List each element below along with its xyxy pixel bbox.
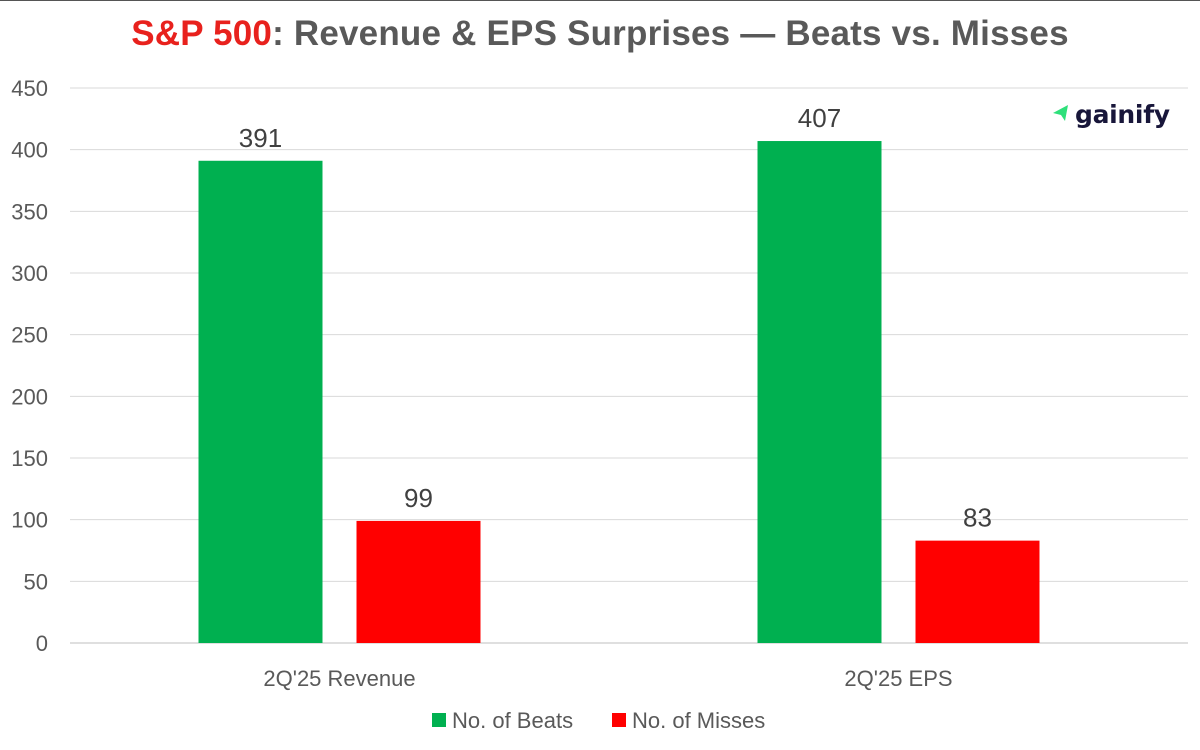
bar-misses <box>915 540 1040 643</box>
y-tick-label: 400 <box>11 138 48 163</box>
y-tick-label: 300 <box>11 261 48 286</box>
legend-label: No. of Beats <box>452 708 573 733</box>
data-label: 391 <box>239 123 282 153</box>
chart-title-rest: : Revenue & EPS Surprises — Beats vs. Mi… <box>272 14 1069 53</box>
y-tick-label: 50 <box>24 569 48 594</box>
y-tick-label: 150 <box>11 446 48 471</box>
x-axis-ticks: 2Q'25 Revenue 2Q'25 EPS <box>263 666 952 691</box>
legend: No. of Beats No. of Misses <box>432 708 765 733</box>
chart-title: S&P 500: Revenue & EPS Surprises — Beats… <box>0 14 1200 54</box>
bar-beats <box>198 160 323 643</box>
legend-swatch <box>612 713 626 727</box>
bar-beats <box>757 141 882 644</box>
data-labels: 391 99 407 83 <box>239 103 992 533</box>
arrow-icon <box>1053 105 1068 121</box>
data-label: 407 <box>798 103 841 133</box>
y-tick-label: 100 <box>11 508 48 533</box>
y-tick-label: 350 <box>11 199 48 224</box>
y-axis-ticks: 0 50 100 150 200 250 300 350 400 450 <box>11 76 48 656</box>
top-border <box>0 0 1200 1</box>
y-tick-label: 250 <box>11 323 48 348</box>
chart-title-highlight: S&P 500 <box>131 14 273 53</box>
y-tick-label: 200 <box>11 384 48 409</box>
x-tick-label: 2Q'25 Revenue <box>263 666 415 691</box>
x-tick-label: 2Q'25 EPS <box>844 666 952 691</box>
bar-misses <box>356 520 481 643</box>
data-label: 99 <box>404 483 433 513</box>
legend-swatch <box>432 713 446 727</box>
logo-text: gainify <box>1075 99 1170 129</box>
gainify-logo: gainify <box>1050 96 1170 132</box>
y-tick-label: 0 <box>36 631 48 656</box>
bars <box>198 141 1040 644</box>
legend-label: No. of Misses <box>632 708 765 733</box>
y-tick-label: 450 <box>11 76 48 101</box>
data-label: 83 <box>963 503 992 533</box>
